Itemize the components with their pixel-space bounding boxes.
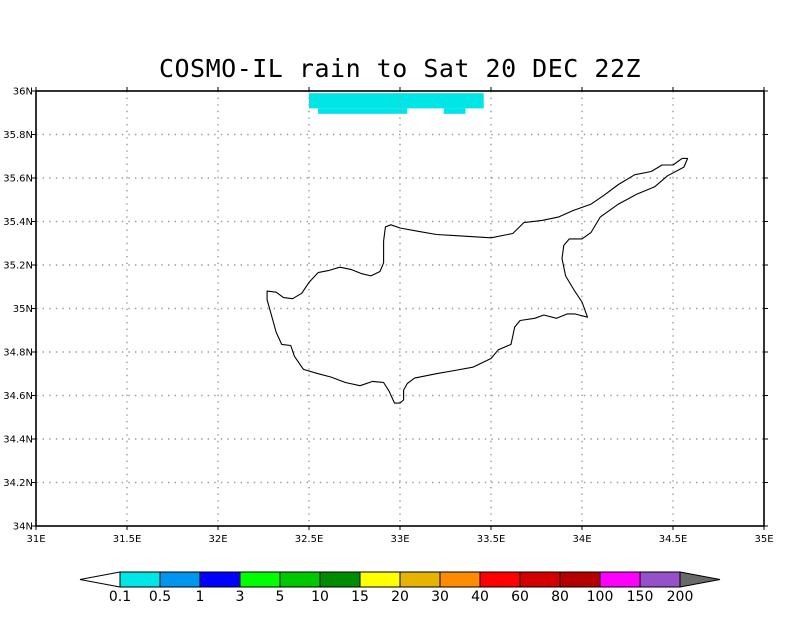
lon-tick-label: 34E (572, 534, 591, 545)
colorbar-label: 150 (627, 589, 654, 605)
map-title: COSMO-IL rain to Sat 20 DEC 22Z (158, 54, 642, 83)
rain-cell-1 (318, 108, 408, 114)
colorbar-label: 0.1 (109, 589, 131, 605)
colorbar-swatch-4 (279, 571, 321, 588)
colorbar-label: 40 (471, 589, 489, 605)
colorbar: 0.1 0.5 1 3 5 10 15 20 30 40 60 80 100 150 200 (79, 571, 721, 605)
lon-tick-label: 35E (754, 534, 773, 545)
lat-tick-label: 35.8N (3, 130, 33, 141)
rain-layer (309, 93, 484, 114)
colorbar-swatch-11 (559, 571, 601, 588)
colorbar-label: 20 (391, 589, 409, 605)
lat-tick-label: 34.4N (3, 435, 33, 446)
lon-tick-label: 34.5E (659, 534, 688, 545)
colorbar-label: 60 (511, 589, 529, 605)
colorbar-swatch-7 (399, 571, 441, 588)
colorbar-label: 10 (311, 589, 329, 605)
colorbar-over-arrow (679, 571, 721, 588)
lat-tick-label: 34N (13, 522, 33, 533)
colorbar-swatch-1 (159, 571, 201, 588)
lat-tick-label: 34.6N (3, 391, 33, 402)
lon-tick-label: 33.5E (477, 534, 506, 545)
lat-tick-label: 34.8N (3, 348, 33, 359)
cyprus-coastline (266, 157, 689, 404)
lon-tick-label: 32.5E (295, 534, 324, 545)
lat-tick-label: 35N (13, 304, 33, 315)
colorbar-label: 80 (551, 589, 569, 605)
colorbar-swatch-9 (479, 571, 521, 588)
colorbar-label: 200 (667, 589, 694, 605)
colorbar-swatch-0 (119, 571, 161, 588)
colorbar-label: 1 (196, 589, 205, 605)
colorbar-label: 3 (236, 589, 245, 605)
colorbar-swatch-2 (199, 571, 241, 588)
colorbar-swatch-10 (519, 571, 561, 588)
lon-tick-label: 31E (26, 534, 45, 545)
colorbar-label: 30 (431, 589, 449, 605)
colorbar-swatch-12 (599, 571, 641, 588)
colorbar-label: 5 (276, 589, 285, 605)
lat-tick-label: 35.6N (3, 174, 33, 185)
lat-tick-label: 35.2N (3, 261, 33, 272)
colorbar-swatch-3 (239, 571, 281, 588)
rain-cell-2 (443, 108, 466, 114)
lon-tick-label: 33E (390, 534, 409, 545)
grid-lines (36, 91, 764, 526)
colorbar-under-arrow (79, 571, 121, 588)
lon-tick-label: 31.5E (113, 534, 142, 545)
colorbar-swatch-13 (639, 571, 681, 588)
rain-cell-0 (309, 93, 484, 109)
lat-tick-label: 35.4N (3, 217, 33, 228)
axis-ticks: 31E 31.5E 32E 32.5E 33E 33.5E 34E 34.5E 35E 34N 34… (3, 87, 773, 546)
colorbar-swatch-6 (359, 571, 401, 588)
lat-tick-label: 36N (13, 87, 33, 98)
colorbar-label: 15 (351, 589, 369, 605)
colorbar-label: 0.5 (149, 589, 171, 605)
colorbar-swatch-5 (319, 571, 361, 588)
lon-tick-label: 32E (208, 534, 227, 545)
lat-tick-label: 34.2N (3, 478, 33, 489)
colorbar-swatch-8 (439, 571, 481, 588)
colorbar-label: 100 (587, 589, 614, 605)
